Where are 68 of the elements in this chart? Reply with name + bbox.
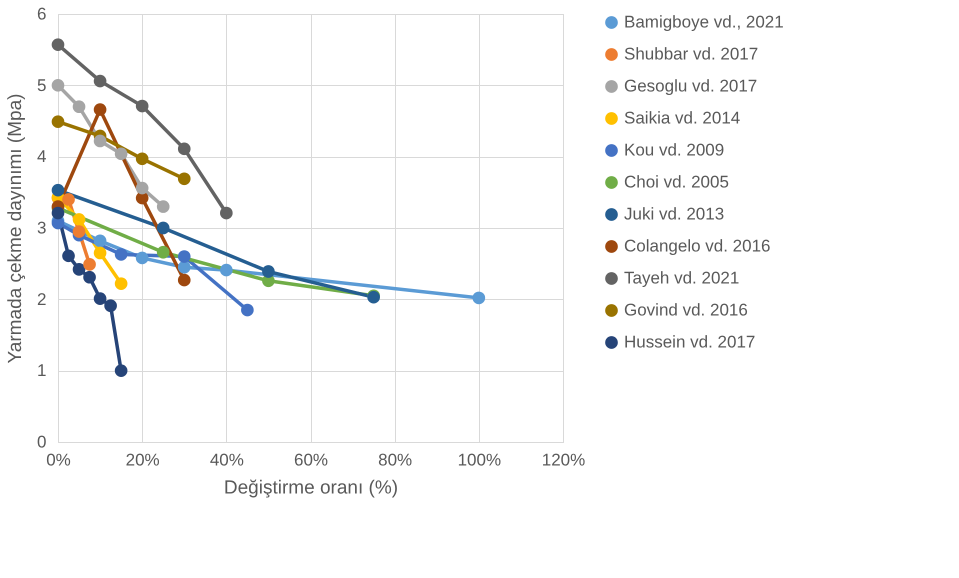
x-tick-label: 100% xyxy=(458,450,502,470)
point xyxy=(178,142,191,156)
point xyxy=(136,100,148,112)
point xyxy=(178,172,191,186)
point xyxy=(472,292,486,304)
point xyxy=(178,260,191,274)
y-tick-label: 3 xyxy=(37,218,46,238)
point xyxy=(72,225,86,238)
point xyxy=(156,222,170,234)
point xyxy=(72,263,86,276)
point xyxy=(136,182,148,194)
x-tick-label: 120% xyxy=(542,450,586,470)
legend-label: Saikia vd. 2014 xyxy=(624,108,740,128)
point xyxy=(94,74,106,88)
point xyxy=(94,103,106,116)
legend-label: Colangelo vd. 2016 xyxy=(624,236,771,256)
point xyxy=(178,274,191,286)
point xyxy=(72,213,86,226)
y-tick-label: 0 xyxy=(37,432,46,452)
point xyxy=(62,250,75,262)
legend-label: Govind vd. 2016 xyxy=(624,300,748,320)
point xyxy=(94,234,106,248)
point xyxy=(114,364,128,377)
x-tick-label: 60% xyxy=(294,450,328,470)
point xyxy=(94,134,106,148)
point xyxy=(114,148,128,160)
point xyxy=(52,38,64,51)
y-tick-label: 6 xyxy=(37,4,46,24)
legend-label: Choi vd. 2005 xyxy=(624,172,729,192)
y-tick-label: 5 xyxy=(37,76,46,95)
legend-label: Gesoglu vd. 2017 xyxy=(624,76,758,96)
x-tick-label: 40% xyxy=(210,450,244,470)
y-tick-label: 4 xyxy=(37,147,46,166)
point xyxy=(136,152,148,166)
point xyxy=(72,100,86,114)
x-tick-label: 0% xyxy=(46,450,71,470)
point xyxy=(220,206,233,220)
legend-label: Tayeh vd. 2021 xyxy=(624,268,740,288)
point xyxy=(178,250,191,263)
point xyxy=(114,248,128,261)
point xyxy=(104,299,117,312)
point xyxy=(94,246,106,260)
point xyxy=(156,200,170,213)
point xyxy=(94,292,106,305)
legend-label: Bamigboye vd., 2021 xyxy=(624,12,784,32)
point xyxy=(52,115,64,128)
point xyxy=(156,246,170,259)
point xyxy=(83,270,96,284)
point xyxy=(52,79,64,92)
legend-label: Hussein vd. 2017 xyxy=(624,332,756,352)
point xyxy=(52,206,64,220)
point xyxy=(262,265,275,278)
y-tick-label: 1 xyxy=(37,361,46,380)
y-tick-label: 2 xyxy=(37,290,46,309)
legend-label: Juki vd. 2013 xyxy=(624,204,724,224)
x-tick-label: 20% xyxy=(126,450,160,470)
point xyxy=(241,304,254,316)
point xyxy=(52,184,64,197)
point xyxy=(114,277,128,290)
point xyxy=(136,252,148,264)
x-tick-label: 80% xyxy=(378,450,412,470)
legend-label: Shubbar vd. 2017 xyxy=(624,44,758,64)
point xyxy=(62,193,75,206)
legend-label: Kou vd. 2009 xyxy=(624,140,724,160)
point xyxy=(220,264,233,276)
point xyxy=(83,258,96,271)
x-axis-title: Değiştirme oranı (%) xyxy=(224,478,398,498)
y-axis-title: Yarmada çekme dayınımı (Mpa) xyxy=(5,94,26,364)
